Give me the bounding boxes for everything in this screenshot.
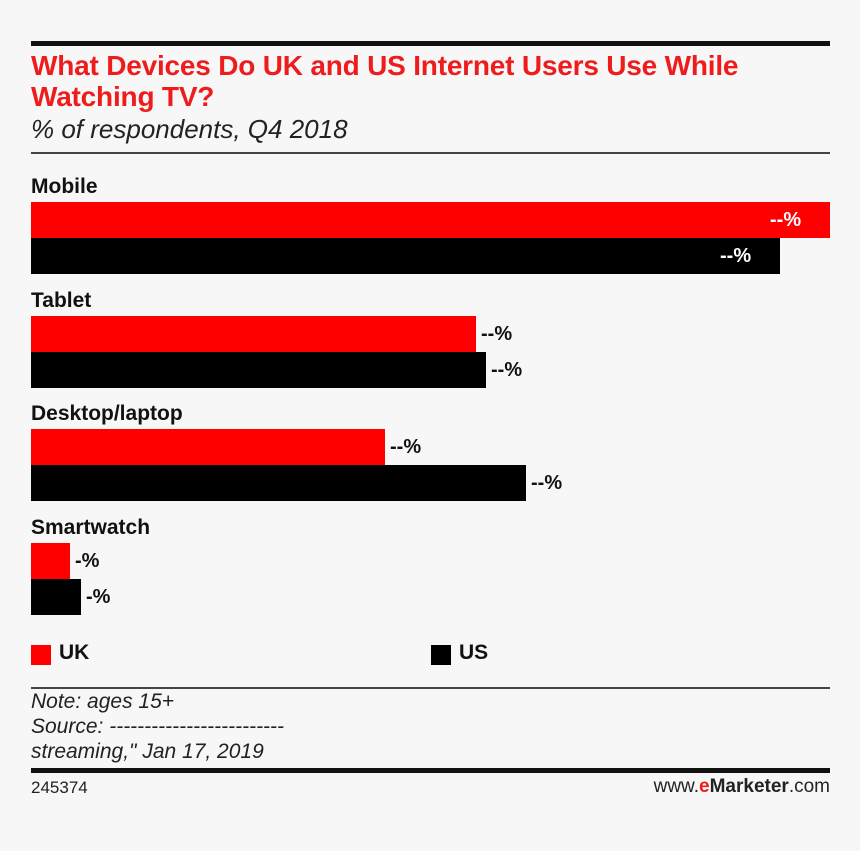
source-text-continued: streaming," Jan 17, 2019	[31, 740, 264, 763]
chart-title: What Devices Do UK and US Internet Users…	[31, 50, 739, 112]
footer-rule	[31, 687, 830, 689]
data-label-uk-tablet: --%	[481, 323, 513, 345]
bar-us-desktop-laptop	[31, 465, 526, 501]
data-label-us-mobile: --%	[720, 245, 752, 267]
brand-prefix: www.	[653, 776, 700, 797]
data-label-us-smartwatch: -%	[86, 586, 111, 608]
note-text: Note: ages 15+	[31, 690, 175, 713]
bar-uk-desktop-laptop	[31, 429, 385, 465]
top-rule	[31, 41, 830, 46]
legend-swatch-uk	[31, 645, 51, 665]
bar-us-smartwatch	[31, 579, 81, 615]
category-label-tablet: Tablet	[31, 289, 92, 312]
bar-uk-mobile	[31, 202, 830, 238]
data-label-uk-mobile: --%	[770, 209, 802, 231]
legend-label-us: US	[459, 641, 489, 664]
bar-uk-smartwatch	[31, 543, 70, 579]
bottom-rule	[31, 768, 830, 773]
source-text: Source: -------------------------	[31, 715, 285, 738]
data-label-us-desktop-laptop: --%	[531, 472, 563, 494]
legend-swatch-us	[431, 645, 451, 665]
brand-suffix: .com	[788, 776, 830, 797]
chart-id: 245374	[31, 778, 88, 797]
data-label-uk-smartwatch: -%	[75, 550, 100, 572]
bar-uk-tablet	[31, 316, 476, 352]
chart-subtitle: % of respondents, Q4 2018	[31, 114, 348, 144]
data-label-uk-desktop-laptop: --%	[390, 436, 422, 458]
bar-us-tablet	[31, 352, 486, 388]
category-label-desktop-laptop: Desktop/laptop	[31, 402, 183, 425]
data-label-us-tablet: --%	[491, 359, 523, 381]
header-rule	[31, 152, 830, 154]
brand-link[interactable]: www.eMarketer.com	[654, 776, 830, 798]
category-label-smartwatch: Smartwatch	[31, 516, 151, 539]
bar-us-mobile	[31, 238, 780, 274]
legend-label-uk: UK	[59, 641, 90, 664]
category-label-mobile: Mobile	[31, 175, 98, 198]
brand-name: Marketer	[709, 776, 789, 797]
brand-e: e	[699, 776, 710, 797]
